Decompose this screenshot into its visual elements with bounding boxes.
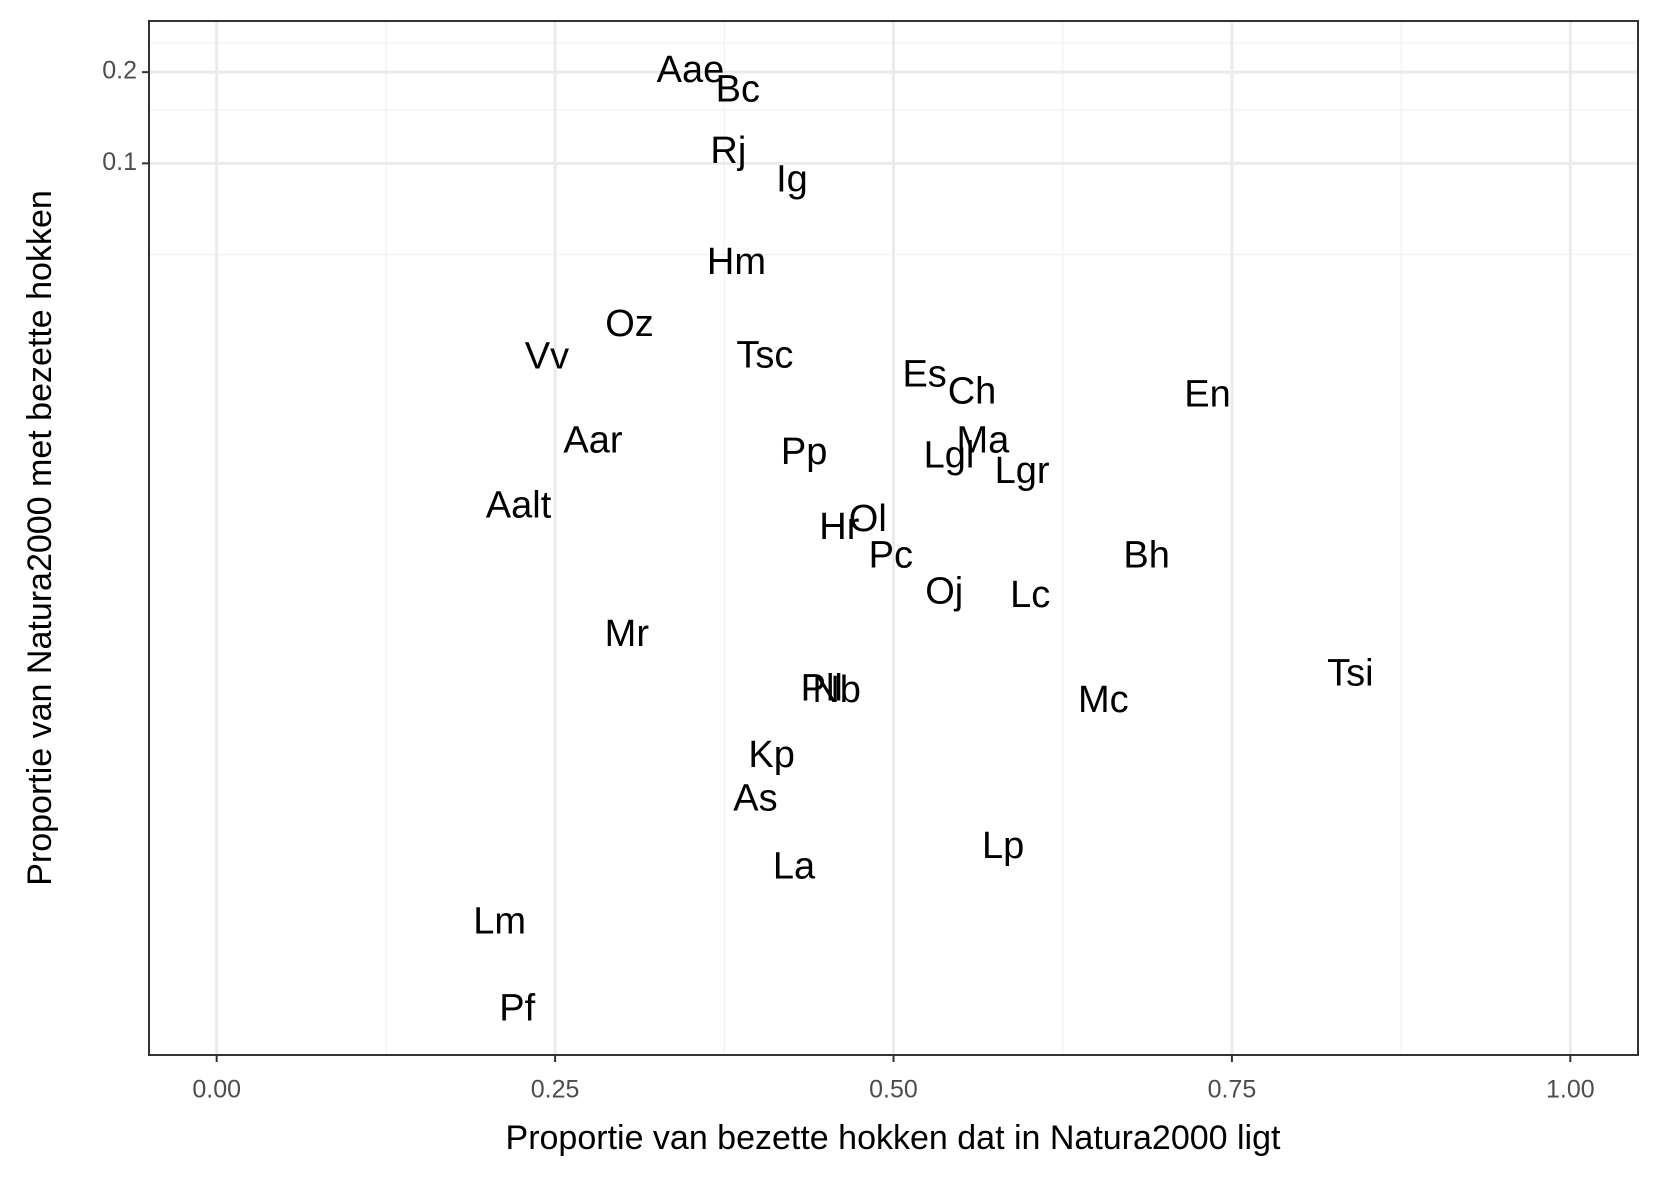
point-label: Lgl (924, 434, 975, 476)
point-label: Vv (525, 335, 569, 377)
point-label: Es (902, 353, 946, 395)
point-label: Ig (776, 159, 808, 201)
point-label: Aalt (486, 485, 552, 527)
point-label: Bc (716, 68, 760, 110)
point-label: Ma (956, 419, 1010, 461)
point-label: Lm (473, 900, 526, 942)
point-label: Aar (563, 419, 622, 461)
point-label: Ol (849, 498, 887, 540)
point-label: Hm (707, 241, 766, 283)
y-tick-label: 0.1 (102, 148, 137, 176)
point-label: Mc (1078, 679, 1129, 721)
point-label: Oj (925, 571, 963, 613)
x-tick-label: 0.50 (869, 1076, 918, 1104)
point-label: Tsi (1327, 652, 1373, 694)
point-label: Pc (869, 535, 913, 577)
point-label: Pf (499, 987, 535, 1029)
panel-border (148, 20, 1639, 1056)
point-label: Pp (781, 431, 827, 473)
point-label: Aae (657, 49, 725, 91)
point-label: Lp (982, 825, 1024, 867)
point-label: Hr (819, 506, 859, 548)
point-label: Lc (1010, 574, 1050, 616)
point-label: Ch (948, 370, 997, 412)
x-tick-label: 0.00 (192, 1076, 241, 1104)
point-label: Kp (748, 734, 794, 776)
point-label: Rj (710, 130, 746, 172)
point-label: Tsc (736, 334, 793, 376)
point-label: En (1184, 374, 1230, 416)
point-label: Nb (812, 669, 861, 711)
point-label: La (773, 846, 816, 888)
x-tick-label: 1.00 (1546, 1076, 1595, 1104)
x-tick-label: 0.75 (1208, 1076, 1257, 1104)
point-label: Oz (605, 303, 654, 345)
point-label: Pll (801, 668, 843, 710)
point-label: As (733, 777, 777, 819)
x-tick-label: 0.25 (531, 1076, 580, 1104)
point-label: Bh (1123, 535, 1169, 577)
x-axis-title: Proportie van bezette hokken dat in Natu… (506, 1119, 1281, 1157)
point-label: Mr (605, 613, 650, 655)
y-axis-title: Proportie van Natura2000 met bezette hok… (21, 190, 59, 886)
point-label: Lgr (995, 450, 1050, 492)
y-tick-label: 0.2 (102, 57, 137, 85)
